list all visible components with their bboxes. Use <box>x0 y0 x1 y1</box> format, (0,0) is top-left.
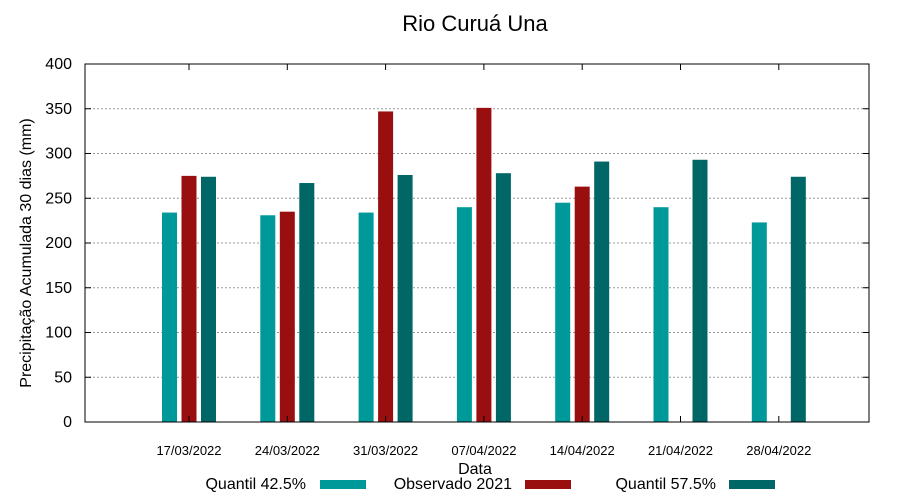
y-tick-label: 250 <box>45 190 72 207</box>
bar <box>574 186 590 422</box>
bar <box>358 212 374 422</box>
bar <box>299 183 315 422</box>
legend-swatch <box>320 480 366 489</box>
y-tick-label: 100 <box>45 325 72 342</box>
bar <box>260 215 276 422</box>
x-axis: 17/03/2022 24/03/2022 31/03/2022 07/04/2022… <box>156 64 811 458</box>
bar <box>279 211 295 422</box>
x-tick-label: 24/03/2022 <box>255 443 320 458</box>
legend-swatch <box>729 480 775 489</box>
x-tick-label: 21/04/2022 <box>648 443 713 458</box>
legend-label: Quantil 57.5% <box>615 476 716 493</box>
bar <box>456 207 472 422</box>
y-tick-label: 300 <box>45 146 72 163</box>
bar <box>495 173 511 422</box>
bar <box>476 107 492 422</box>
y-tick-label: 50 <box>54 369 72 386</box>
legend-label: Quantil 42.5% <box>205 476 306 493</box>
x-tick-label: 07/04/2022 <box>451 443 516 458</box>
y-axis-label: Precipitação Acumulada 30 dias (mm) <box>18 118 35 387</box>
y-tick-label: 400 <box>45 56 72 73</box>
bar <box>790 176 806 422</box>
bar <box>692 159 708 422</box>
legend-label: Observado 2021 <box>394 476 512 493</box>
bar <box>653 207 669 422</box>
y-tick-label: 200 <box>45 235 72 252</box>
chart-title: Rio Curuá Una <box>402 11 548 36</box>
legend: Quantil 42.5% Observado 2021 Quantil 57.5% <box>205 476 775 493</box>
bars <box>162 107 806 422</box>
plot-frame <box>84 63 870 423</box>
x-tick-label: 14/04/2022 <box>550 443 615 458</box>
bar <box>201 176 216 422</box>
bar <box>181 175 197 422</box>
x-tick-label: 31/03/2022 <box>353 443 418 458</box>
bar <box>378 111 394 422</box>
bar <box>555 202 571 422</box>
y-tick-label: 350 <box>45 101 72 118</box>
x-tick-label: 17/03/2022 <box>156 443 221 458</box>
x-tick-label: 28/04/2022 <box>746 443 811 458</box>
bar <box>594 161 610 422</box>
y-tick-label: 0 <box>63 414 72 431</box>
legend-swatch <box>525 480 571 489</box>
y-tick-label: 150 <box>45 280 72 297</box>
x-axis-label: Data <box>458 461 492 478</box>
bar <box>397 174 413 422</box>
bar <box>162 212 177 422</box>
y-axis: 0 50 100 150 200 250 300 350 400 <box>45 56 869 431</box>
bar <box>751 222 767 422</box>
